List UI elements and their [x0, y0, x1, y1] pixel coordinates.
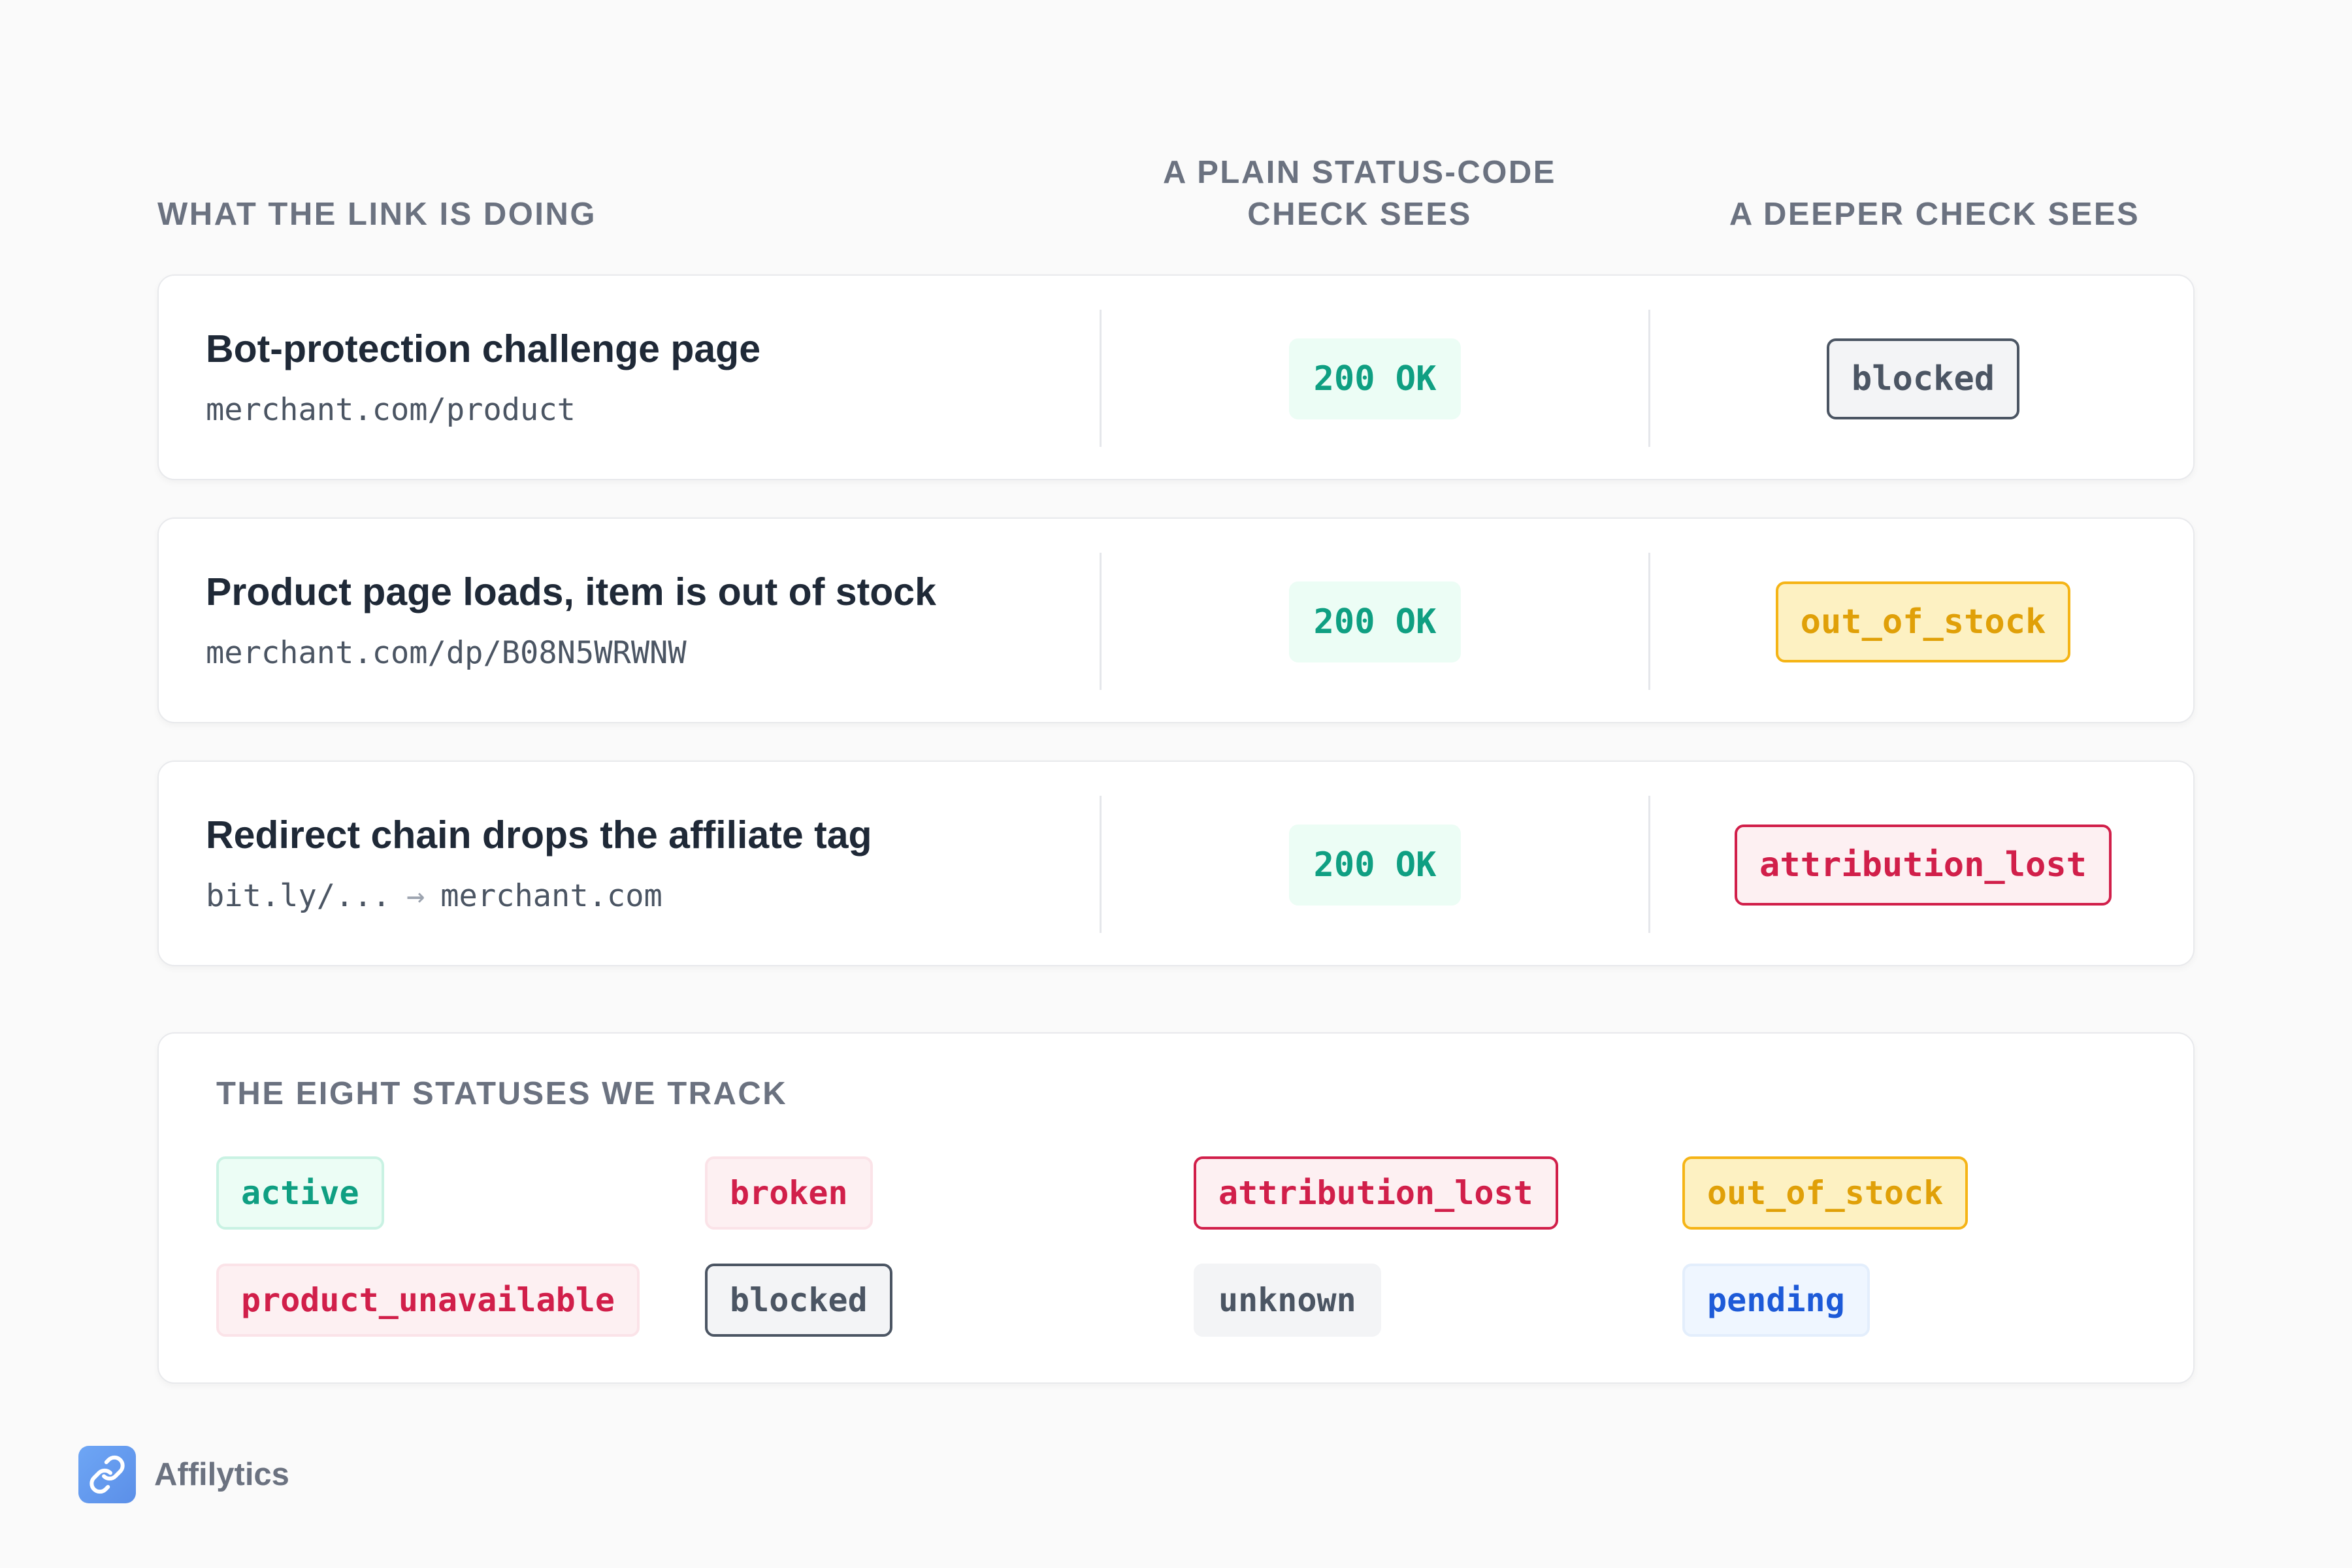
status-chip-out-of-stock: out_of_stock — [1682, 1156, 1968, 1230]
status-chip-active: active — [216, 1156, 384, 1230]
comparison-row-redirect-chain: Redirect chain drops the affiliate tag b… — [157, 760, 2195, 966]
deeper-check-badge: blocked — [1826, 338, 2020, 419]
plain-check-cell: 200 OK — [1102, 762, 1648, 968]
row-title: Bot-protection challenge page — [206, 327, 761, 370]
table-header: WHAT THE LINK IS DOING A PLAIN STATUS-CO… — [157, 150, 2196, 235]
header-link-behavior: WHAT THE LINK IS DOING — [157, 197, 596, 232]
row-url-from: bit.ly/... — [206, 878, 391, 914]
row-title: Redirect chain drops the affiliate tag — [206, 813, 872, 857]
plain-check-cell: 200 OK — [1102, 519, 1648, 725]
legend-title: THE EIGHT STATUSES WE TRACK — [216, 1076, 788, 1111]
plain-check-badge: 200 OK — [1288, 338, 1462, 419]
status-chip-blocked: blocked — [705, 1264, 892, 1337]
column-divider — [1100, 796, 1102, 933]
arrow-right-icon: → — [406, 878, 425, 914]
status-legend: THE EIGHT STATUSES WE TRACK active broke… — [157, 1032, 2195, 1384]
link-icon — [78, 1446, 136, 1503]
column-divider — [1100, 553, 1102, 690]
plain-check-badge: 200 OK — [1288, 581, 1462, 662]
brand-logo: Affilytics — [78, 1446, 289, 1503]
column-divider — [1648, 553, 1650, 690]
comparison-row-bot-protection: Bot-protection challenge page merchant.c… — [157, 274, 2195, 480]
column-divider — [1100, 310, 1102, 447]
row-title: Product page loads, item is out of stock — [206, 570, 936, 613]
status-chip-product-unavailable: product_unavailable — [216, 1264, 640, 1337]
row-url: merchant.com/product — [206, 392, 576, 428]
deeper-check-badge: attribution_lost — [1735, 824, 2112, 906]
deeper-check-cell: blocked — [1650, 276, 2196, 482]
row-url-to: merchant.com — [440, 878, 662, 914]
deeper-check-badge: out_of_stock — [1775, 581, 2071, 662]
deeper-check-cell: out_of_stock — [1650, 519, 2196, 725]
header-plain-check: A PLAIN STATUS-CODE CHECK SEES — [1124, 152, 1595, 235]
status-chip-unknown: unknown — [1194, 1264, 1381, 1337]
plain-check-badge: 200 OK — [1288, 824, 1462, 906]
column-divider — [1648, 310, 1650, 447]
header-plain-check-line2: CHECK SEES — [1247, 197, 1472, 232]
deeper-check-cell: attribution_lost — [1650, 762, 2196, 968]
column-divider — [1648, 796, 1650, 933]
status-chip-broken: broken — [705, 1156, 873, 1230]
header-deeper-check: A DEEPER CHECK SEES — [1729, 197, 2140, 232]
status-chip-pending: pending — [1682, 1264, 1870, 1337]
comparison-row-out-of-stock: Product page loads, item is out of stock… — [157, 517, 2195, 723]
plain-check-cell: 200 OK — [1102, 276, 1648, 482]
row-url: bit.ly/... → merchant.com — [206, 878, 662, 914]
status-chip-attribution-lost: attribution_lost — [1194, 1156, 1558, 1230]
row-url: merchant.com/dp/B08N5WRWNW — [206, 635, 687, 671]
brand-name: Affilytics — [154, 1457, 289, 1492]
header-plain-check-line1: A PLAIN STATUS-CODE — [1163, 155, 1556, 190]
